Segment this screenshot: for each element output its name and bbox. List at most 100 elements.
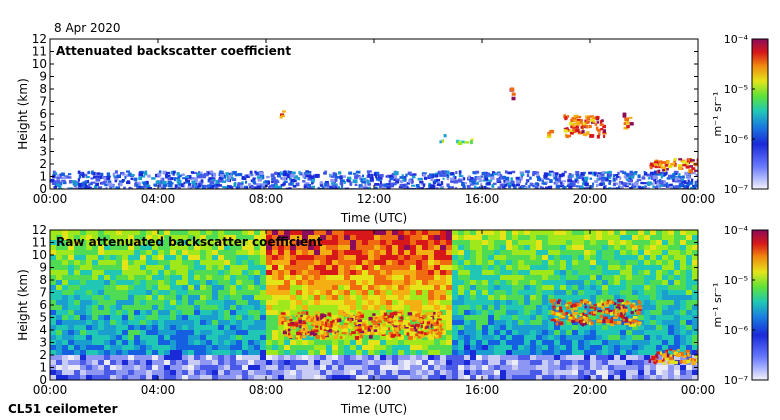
heatmap-cell: [104, 250, 110, 255]
heatmap-cell: [686, 325, 692, 330]
heatmap-cell: [520, 173, 525, 176]
heatmap-cell: [296, 355, 302, 360]
heatmap-cell: [200, 375, 206, 380]
heatmap-cell: [114, 179, 118, 183]
heatmap-cell: [122, 270, 128, 275]
heatmap-cell: [360, 178, 363, 183]
heatmap-cell: [386, 235, 392, 240]
heatmap-cell: [326, 270, 332, 275]
heatmap-cell: [392, 265, 398, 270]
heatmap-cell: [446, 177, 450, 181]
heatmap-cell: [110, 310, 116, 315]
heatmap-cell: [161, 180, 167, 185]
heatmap-cell: [620, 275, 626, 280]
heatmap-cell: [116, 270, 122, 275]
heatmap-cell: [434, 305, 440, 310]
heatmap-cell: [566, 350, 572, 355]
heatmap-cell: [254, 230, 260, 235]
heatmap-cell: [392, 350, 398, 355]
heatmap-cell: [608, 240, 614, 245]
heatmap-cell: [260, 255, 266, 260]
heatmap-cell: [170, 265, 176, 270]
heatmap-cell: [464, 370, 470, 375]
heatmap-2: [50, 230, 698, 380]
heatmap-cell: [255, 172, 259, 175]
heatmap-cell: [336, 322, 340, 325]
heatmap-cell: [446, 245, 452, 250]
heatmap-cell: [248, 310, 254, 315]
heatmap-cell: [578, 335, 584, 340]
heatmap-cell: [302, 285, 308, 290]
heatmap-cell: [650, 335, 656, 340]
heatmap-cell: [382, 315, 386, 319]
heatmap-cell: [104, 265, 110, 270]
heatmap-cell: [536, 345, 542, 350]
heatmap-cell: [284, 255, 290, 260]
heatmap-cell: [602, 345, 608, 350]
heatmap-cell: [110, 255, 116, 260]
heatmap-cell: [618, 185, 621, 189]
heatmap-cell: [237, 172, 243, 177]
heatmap-cell: [575, 175, 580, 179]
heatmap-cell: [524, 275, 530, 280]
heatmap-cell: [536, 350, 542, 355]
heatmap-cell: [488, 290, 494, 295]
heatmap-cell: [102, 180, 107, 184]
heatmap-cell: [638, 265, 644, 270]
heatmap-cell: [482, 245, 488, 250]
heatmap-cell: [362, 350, 368, 355]
heatmap-cell: [77, 170, 81, 174]
heatmap-cell: [427, 334, 431, 339]
heatmap-cell: [626, 295, 632, 300]
heatmap-cell: [410, 275, 416, 280]
heatmap-cell: [488, 270, 494, 275]
heatmap-cell: [542, 235, 548, 240]
heatmap-cell: [406, 332, 410, 336]
heatmap-cell: [74, 355, 80, 360]
heatmap-cell: [146, 285, 152, 290]
heatmap-cell: [488, 179, 493, 182]
heatmap-cell: [608, 340, 614, 345]
heatmap-cell: [506, 265, 512, 270]
heatmap-cell: [262, 186, 266, 189]
heatmap-cell: [98, 186, 102, 189]
heatmap-cell: [332, 350, 338, 355]
heatmap-cell: [339, 336, 343, 339]
heatmap-cell: [404, 245, 410, 250]
heatmap-cell: [308, 300, 314, 305]
heatmap-cell: [343, 181, 346, 184]
heatmap-cell: [326, 330, 332, 335]
heatmap-cell: [362, 375, 368, 380]
heatmap-cell: [416, 370, 422, 375]
heatmap-cell: [668, 250, 674, 255]
heatmap-cell: [368, 275, 374, 280]
heatmap-cell: [67, 187, 70, 189]
heatmap-cell: [356, 285, 362, 290]
heatmap-cell: [410, 260, 416, 265]
heatmap-cell: [629, 122, 634, 126]
heatmap-cell: [291, 182, 295, 186]
heatmap-cell: [290, 255, 296, 260]
heatmap-cell: [392, 230, 398, 235]
heatmap-cell: [230, 235, 236, 240]
heatmap-cell: [104, 340, 110, 345]
heatmap-cell: [554, 235, 560, 240]
heatmap-cell: [604, 171, 609, 174]
heatmap-cell: [302, 300, 308, 305]
heatmap-cell: [248, 285, 254, 290]
heatmap-cell: [306, 333, 310, 336]
heatmap-cell: [170, 245, 176, 250]
heatmap-cell: [602, 129, 607, 133]
heatmap-cell: [116, 250, 122, 255]
heatmap-cell: [140, 360, 146, 365]
heatmap-cell: [158, 270, 164, 275]
heatmap-cell: [632, 245, 638, 250]
heatmap-cell: [482, 350, 488, 355]
heatmap-cell: [284, 340, 290, 345]
heatmap-cell: [440, 270, 446, 275]
heatmap-cell: [326, 340, 332, 345]
heatmap-cell: [364, 323, 367, 327]
heatmap-cell: [176, 295, 182, 300]
y-tick-label: 8: [39, 82, 47, 96]
heatmap-cell: [478, 177, 482, 181]
